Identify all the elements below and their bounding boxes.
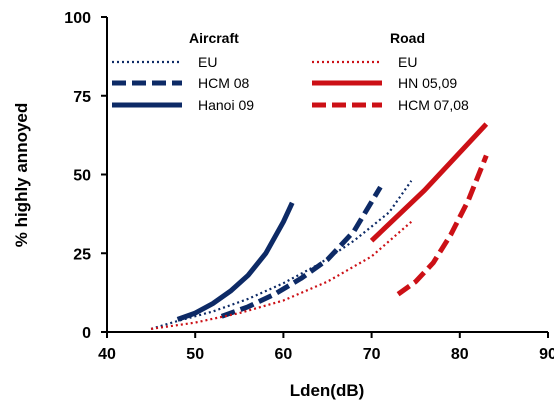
legend-label: HCM 08 xyxy=(198,75,250,91)
x-tick-label: 60 xyxy=(275,346,293,363)
legend-label: EU xyxy=(398,54,417,70)
legend-label: HN 05,09 xyxy=(398,75,457,91)
series-line-road-hcm-07-08 xyxy=(396,154,489,297)
legend-heading-road: Road xyxy=(390,30,425,46)
series-line-aircraft-hanoi-09 xyxy=(176,201,295,322)
y-tick-label: 25 xyxy=(73,246,91,263)
legend-label: HCM 07,08 xyxy=(398,97,469,113)
plot-area xyxy=(106,17,548,333)
y-tick-label: 75 xyxy=(73,89,91,106)
x-tick-label: 80 xyxy=(451,346,469,363)
x-tick-label: 90 xyxy=(539,346,554,363)
axis-ticks: 40 50 60 70 80 90 0 25 50 75 100 xyxy=(64,10,554,363)
y-tick-label: 0 xyxy=(82,325,91,342)
series-line-aircraft-eu xyxy=(150,180,413,330)
series-line-road-hn-05-09 xyxy=(369,122,489,243)
x-axis-title: Lden(dB) xyxy=(290,381,365,400)
legend-label: Hanoi 09 xyxy=(198,97,254,113)
series-layer xyxy=(150,122,489,330)
legend: Aircraft Road EU HCM 08 Hanoi 09 EU HN 05,09… xyxy=(112,30,469,113)
y-axis-title: % highly annoyed xyxy=(12,103,31,248)
series-line-aircraft-hcm-08 xyxy=(220,185,383,319)
legend-label: EU xyxy=(198,54,217,70)
x-tick-label: 40 xyxy=(98,346,116,363)
legend-heading-aircraft: Aircraft xyxy=(189,30,239,46)
x-tick-label: 70 xyxy=(363,346,381,363)
y-tick-label: 100 xyxy=(64,10,91,27)
x-tick-label: 50 xyxy=(186,346,204,363)
y-tick-label: 50 xyxy=(73,168,91,185)
series-line-road-eu xyxy=(150,220,413,330)
